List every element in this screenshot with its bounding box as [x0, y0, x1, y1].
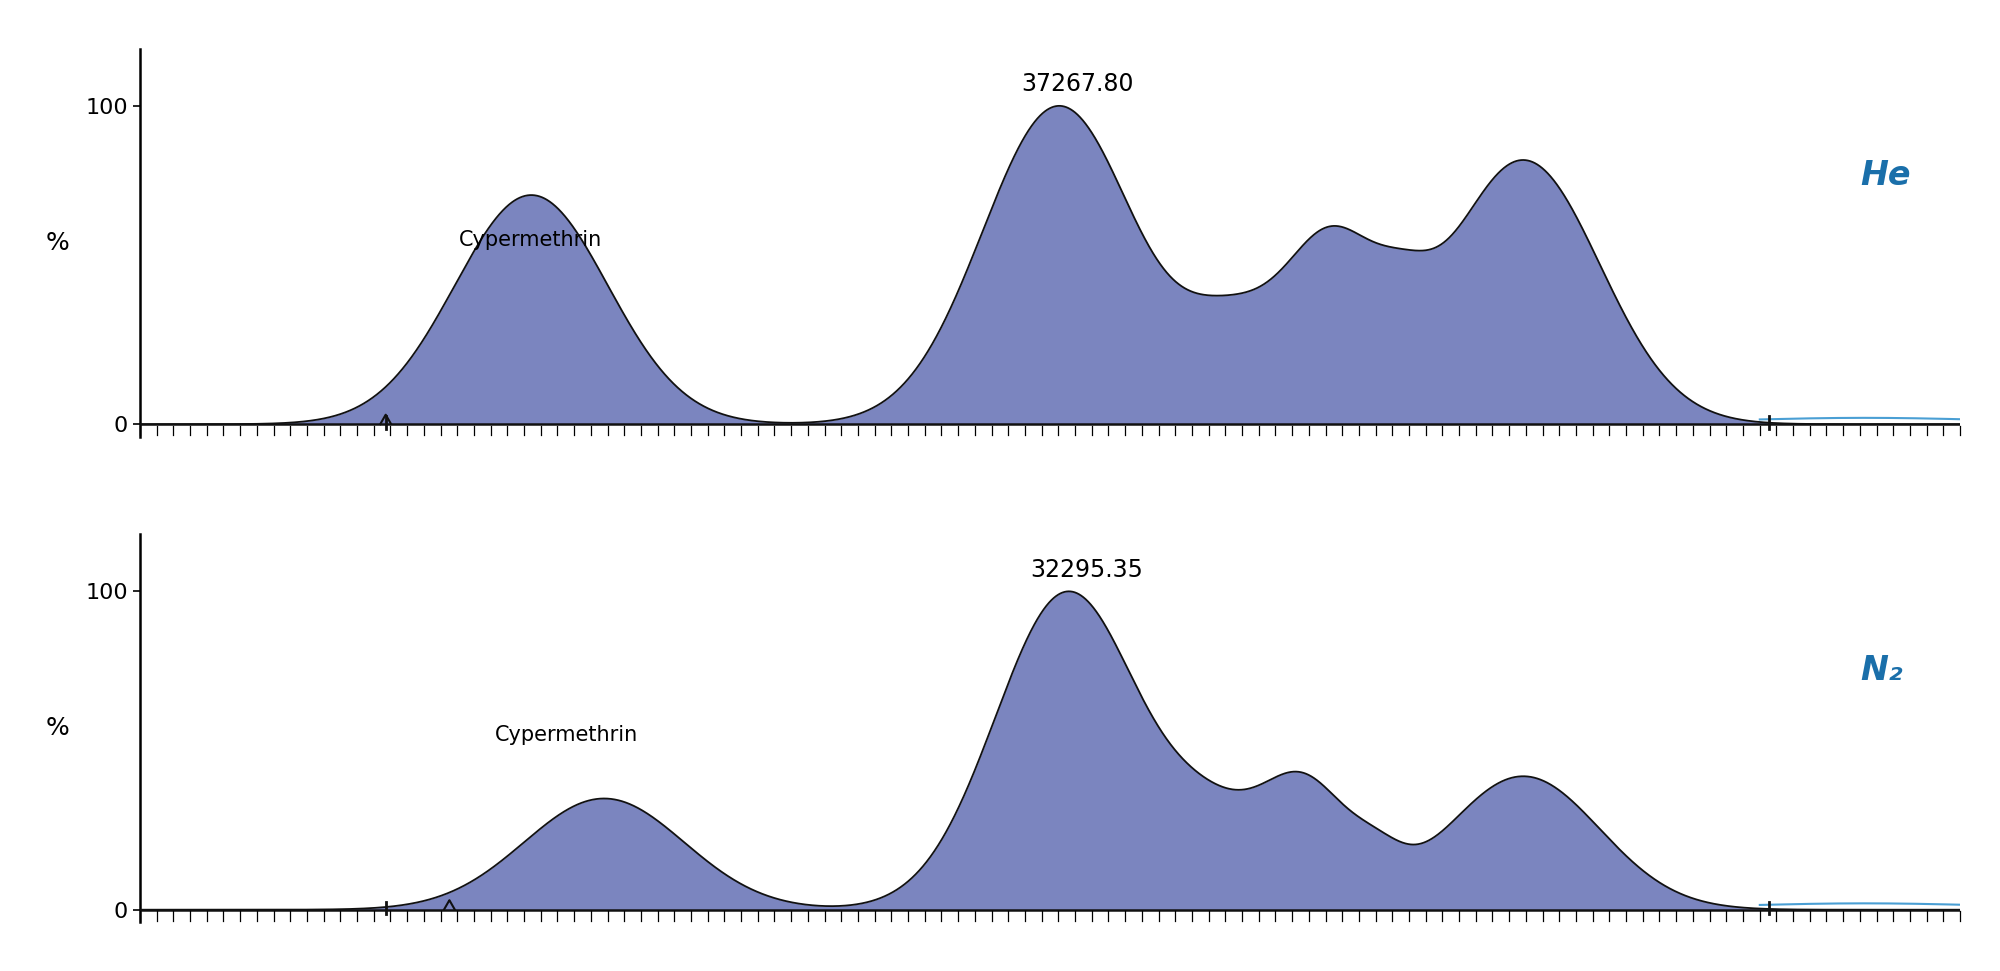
Text: 37267.80: 37267.80 — [1022, 72, 1134, 96]
Text: Cypermethrin: Cypermethrin — [494, 724, 638, 745]
Text: 32295.35: 32295.35 — [1030, 557, 1142, 582]
Y-axis label: %: % — [46, 717, 68, 740]
Y-axis label: %: % — [46, 231, 68, 254]
Text: Cypermethrin: Cypermethrin — [458, 229, 602, 250]
Text: He: He — [1860, 159, 1910, 192]
Text: N₂: N₂ — [1860, 654, 1902, 687]
